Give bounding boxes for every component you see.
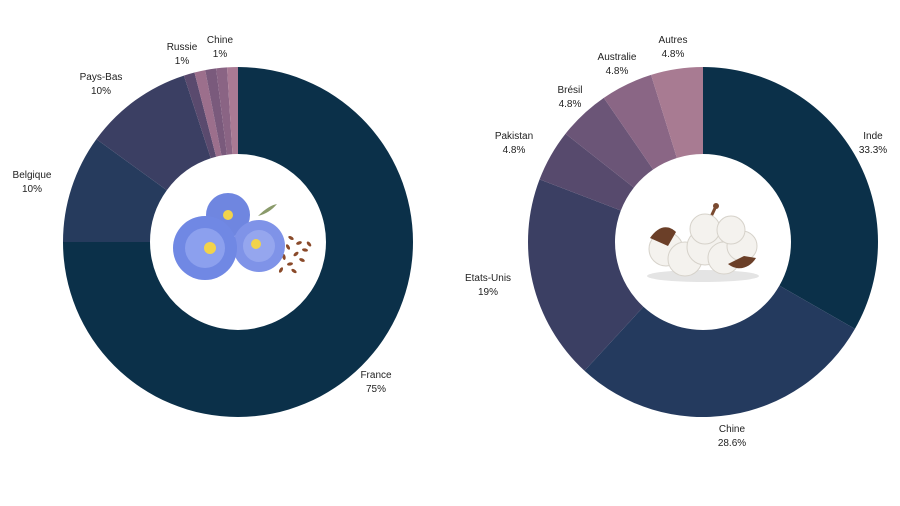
donut-0-slice-1 <box>63 139 167 242</box>
label-russie: Russie <box>167 42 198 53</box>
label-bresil: Brésil <box>557 85 582 96</box>
cotton-labels: Inde 33.3% Chine 28.6% Etats-Unis 19% Pa… <box>465 35 887 449</box>
donut-1-slice-3 <box>539 133 634 211</box>
label-pays-bas-value: 10% <box>91 86 111 97</box>
label-chine-flax-value: 1% <box>213 49 228 60</box>
donut-0-slice-0 <box>63 67 413 417</box>
label-belgique: Belgique <box>13 170 52 181</box>
cotton-center-image <box>647 203 759 282</box>
label-inde-value: 33.3% <box>859 145 887 156</box>
label-autres: Autres <box>659 35 688 46</box>
donut-chart-cotton <box>528 67 878 417</box>
label-australie: Australie <box>598 52 637 63</box>
flax-center-image <box>173 193 312 280</box>
donut-0-slice-5 <box>205 68 227 156</box>
label-bresil-value: 4.8% <box>559 99 582 110</box>
label-russie-value: 1% <box>175 56 190 67</box>
donut-1-slice-1 <box>584 285 855 417</box>
donut-0-slice-6 <box>216 67 233 155</box>
label-chine-cotton: Chine <box>719 424 746 435</box>
label-etats-unis: Etats-Unis <box>465 273 511 284</box>
donut-0-slice-7 <box>227 67 238 155</box>
flax-flower-right <box>233 220 285 272</box>
label-pays-bas: Pays-Bas <box>80 72 123 83</box>
flax-seeds <box>278 235 312 274</box>
label-autres-value: 4.8% <box>662 49 685 60</box>
label-france-value: 75% <box>366 384 386 395</box>
label-inde: Inde <box>863 131 883 142</box>
label-etats-unis-value: 19% <box>478 287 498 298</box>
label-chine-cotton-value: 28.6% <box>718 438 746 449</box>
donut-1-slice-5 <box>603 74 677 170</box>
flax-flower-left <box>173 216 237 280</box>
label-france: France <box>360 370 392 381</box>
flax-labels: France 75% Belgique 10% Pays-Bas 10% Rus… <box>13 35 392 395</box>
label-pakistan: Pakistan <box>495 131 533 142</box>
donut-0-slice-3 <box>183 72 217 159</box>
label-chine-flax: Chine <box>207 35 234 46</box>
donut-1-slice-4 <box>565 97 654 188</box>
label-australie-value: 4.8% <box>606 66 629 77</box>
donut-0-slice-4 <box>194 70 222 157</box>
donut-1-slice-2 <box>528 179 644 371</box>
donut-1-slice-0 <box>703 67 878 329</box>
label-belgique-value: 10% <box>22 184 42 195</box>
label-pakistan-value: 4.8% <box>503 145 526 156</box>
donut-chart-flax <box>63 67 413 417</box>
donut-0-slice-2 <box>96 75 211 191</box>
donut-1-slice-6 <box>651 67 703 158</box>
